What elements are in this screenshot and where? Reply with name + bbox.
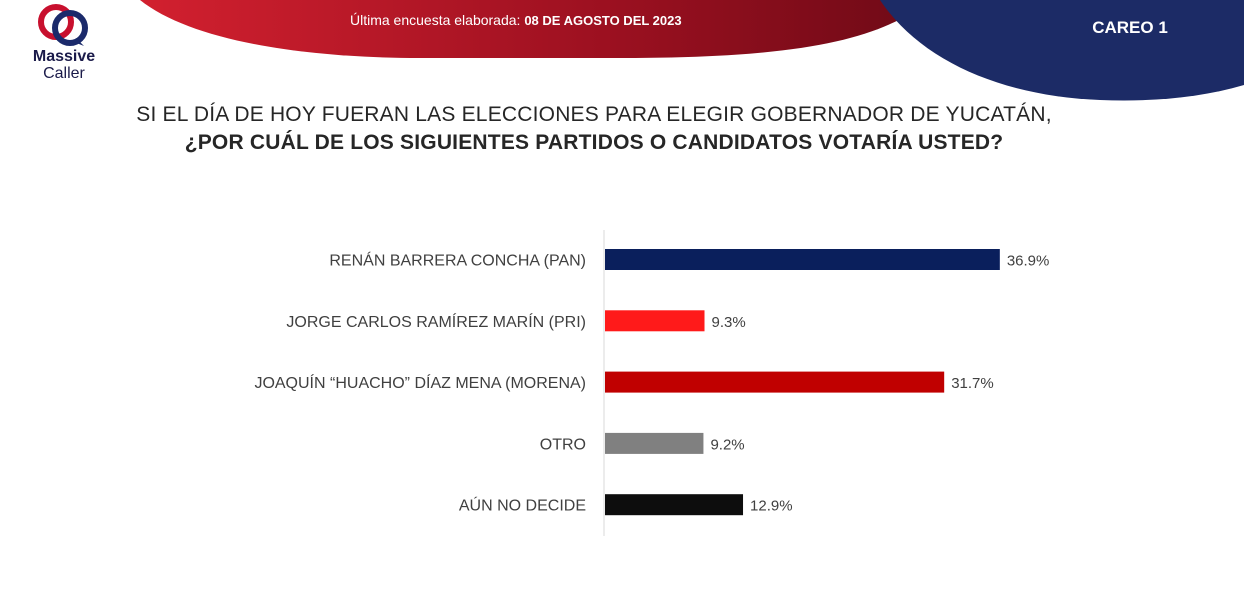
category-label: RENÁN BARRERA CONCHA (PAN) <box>329 251 586 270</box>
value-label: 12.9% <box>750 498 793 515</box>
logo-text-line1: Massive <box>32 48 96 65</box>
red-banner-shape <box>140 0 930 58</box>
value-label: 36.9% <box>1007 253 1050 270</box>
category-label: AÚN NO DECIDE <box>459 496 586 515</box>
survey-date-subtitle: Última encuesta elaborada: 08 DE AGOSTO … <box>350 12 730 28</box>
subtitle-date: 08 DE AGOSTO DEL 2023 <box>524 13 682 28</box>
question-line-1: SI EL DÍA DE HOY FUERAN LAS ELECCIONES P… <box>136 103 1052 126</box>
value-label: 9.2% <box>710 436 744 453</box>
bar <box>605 432 704 454</box>
massive-caller-logo: Massive Caller <box>22 2 106 92</box>
category-label: JORGE CARLOS RAMÍREZ MARÍN (PRI) <box>286 312 586 331</box>
value-label: 31.7% <box>951 375 994 392</box>
chat-bubbles-icon <box>38 4 88 46</box>
category-label: JOAQUÍN “HUACHO” DÍAZ MENA (MORENA) <box>254 373 586 392</box>
value-label: 9.3% <box>712 314 746 331</box>
bar <box>605 494 744 516</box>
bar <box>605 249 1000 270</box>
bar <box>605 371 945 393</box>
category-label: OTRO <box>540 436 586 453</box>
bar <box>605 310 705 332</box>
careo-label: CAREO 1 <box>1092 18 1168 37</box>
subtitle-prefix: Última encuesta elaborada: <box>350 12 525 28</box>
navy-banner-shape <box>880 0 1244 101</box>
question-line-2: ¿POR CUÁL DE LOS SIGUIENTES PARTIDOS O C… <box>184 131 1004 154</box>
logo-text-line2: Caller <box>43 65 85 82</box>
